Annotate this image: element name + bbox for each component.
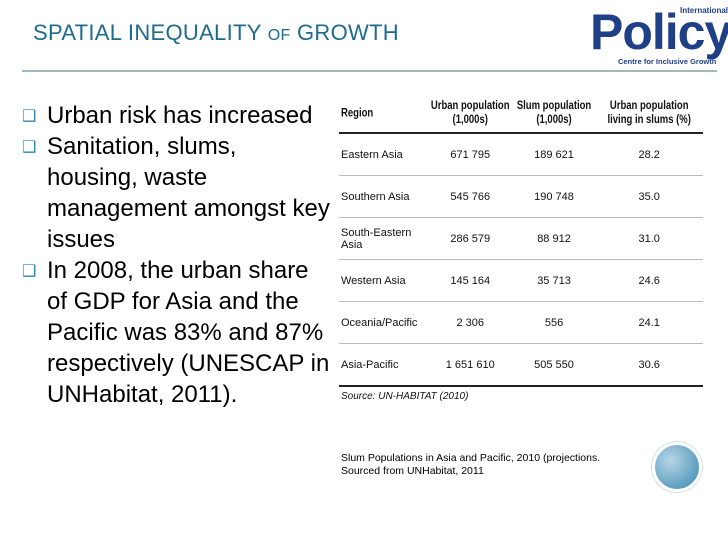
logo-name: Policy (590, 4, 728, 60)
bullet-item: ❑ Urban risk has increased (20, 100, 330, 131)
column-header: Region (339, 89, 428, 140)
bullet-list: ❑ Urban risk has increased ❑ Sanitation,… (20, 100, 330, 410)
table-cell: 545 766 (427, 175, 513, 218)
table-cell: Eastern Asia (339, 133, 428, 176)
table-cell: 28.2 (595, 133, 703, 176)
caption-line-1: Slum Populations in Asia and Pacific, 20… (341, 452, 601, 464)
bullet-text: Urban risk has increased (47, 102, 313, 129)
bullet-icon: ❑ (22, 263, 37, 280)
policy-logo: Policy International Centre for Inclusiv… (588, 2, 728, 68)
table-cell: 286 579 (427, 217, 513, 260)
caption-line-2: Sourced from UNHabitat, 2011 (341, 465, 484, 477)
table-cell: 88 912 (512, 217, 596, 260)
table-header-row: Region Urban population (1,000s) Slum po… (339, 89, 703, 140)
table-cell: 30.6 (595, 343, 703, 387)
table-cell: 671 795 (427, 133, 513, 176)
bullet-item: ❑ Sanitation, slums, housing, waste mana… (20, 131, 330, 255)
table-cell: South-Eastern Asia (339, 217, 428, 260)
table-cell: 1 651 610 (427, 343, 513, 387)
column-header: Urban population (1,000s) (427, 89, 513, 140)
table-row: Oceania/Pacific 2 306 556 24.1 (339, 301, 703, 344)
slide-title: SPATIAL INEQUALITY OF GROWTH (33, 20, 399, 46)
bullet-text: Sanitation, slums, housing, waste manage… (47, 133, 330, 253)
bullet-item: ❑ In 2008, the urban share of GDP for As… (20, 255, 330, 410)
column-header: Slum population (1,000s) (512, 89, 596, 140)
title-part-1: SPATIAL INEQUALITY (33, 20, 268, 45)
table-caption: Slum Populations in Asia and Pacific, 20… (341, 452, 651, 478)
table-cell: 556 (512, 301, 596, 344)
table-cell: 145 164 (427, 259, 513, 302)
table-cell: 505 550 (512, 343, 596, 387)
table-cell: 24.6 (595, 259, 703, 302)
table-row: Asia-Pacific 1 651 610 505 550 30.6 (339, 343, 703, 387)
bullet-icon: ❑ (22, 139, 37, 156)
table-cell: Western Asia (339, 259, 428, 302)
decorative-circle (652, 442, 702, 492)
table-row: Southern Asia 545 766 190 748 35.0 (339, 175, 703, 218)
table-cell: Oceania/Pacific (339, 301, 428, 344)
table-cell: 24.1 (595, 301, 703, 344)
table-row: South-Eastern Asia 286 579 88 912 31.0 (339, 217, 703, 260)
slum-population-table-image: Region Urban population (1,000s) Slum po… (331, 89, 715, 444)
title-small-word: OF (267, 27, 291, 44)
logo-international: International (680, 6, 728, 15)
table-cell: 190 748 (512, 175, 596, 218)
table-row: Eastern Asia 671 795 189 621 28.2 (339, 133, 703, 176)
title-divider (22, 70, 717, 72)
bullet-text: In 2008, the urban share of GDP for Asia… (47, 257, 330, 408)
table-cell: Asia-Pacific (339, 343, 428, 387)
table-cell: 31.0 (595, 217, 703, 260)
logo-tagline: Centre for Inclusive Growth (618, 57, 717, 66)
table-source: Source: UN-HABITAT (2010) (341, 391, 469, 402)
table-cell: 35 713 (512, 259, 596, 302)
table-cell: 2 306 (427, 301, 513, 344)
bullet-icon: ❑ (22, 108, 37, 125)
slum-population-table: Region Urban population (1,000s) Slum po… (339, 89, 703, 387)
table-cell: 35.0 (595, 175, 703, 218)
table-cell: 189 621 (512, 133, 596, 176)
table-cell: Southern Asia (339, 175, 428, 218)
column-header: Urban population living in slums (%) (595, 89, 703, 140)
table-row: Western Asia 145 164 35 713 24.6 (339, 259, 703, 302)
title-part-2: GROWTH (290, 20, 399, 45)
